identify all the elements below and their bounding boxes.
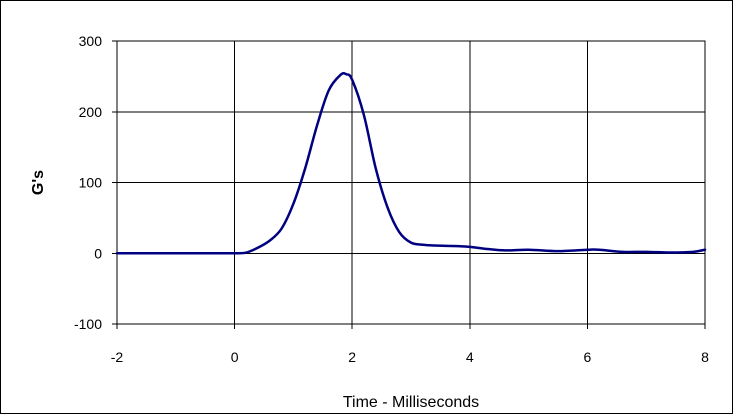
y-tick-label-3: 200 <box>79 104 103 120</box>
x-tick-label-5: 8 <box>701 349 709 365</box>
y-axis-label: G's <box>30 170 47 195</box>
x-tick-label-2: 2 <box>348 349 356 365</box>
axis-ticks: -2 0 2 4 6 8 -100 0 100 200 300 <box>74 33 709 365</box>
y-tick-label-0: -100 <box>74 316 102 332</box>
grid-lines <box>116 40 706 325</box>
y-tick-label-1: 0 <box>94 245 102 261</box>
series-line-0 <box>115 72 707 255</box>
x-axis-label: Time - Milliseconds <box>343 394 479 411</box>
x-tick-label-1: 0 <box>231 349 239 365</box>
x-tick-label-0: -2 <box>111 349 124 365</box>
x-tick-label-3: 4 <box>466 349 474 365</box>
x-tick-label-4: 6 <box>584 349 592 365</box>
series-group <box>115 72 707 255</box>
y-tick-label-2: 100 <box>79 175 103 191</box>
y-tick-label-4: 300 <box>79 33 103 49</box>
